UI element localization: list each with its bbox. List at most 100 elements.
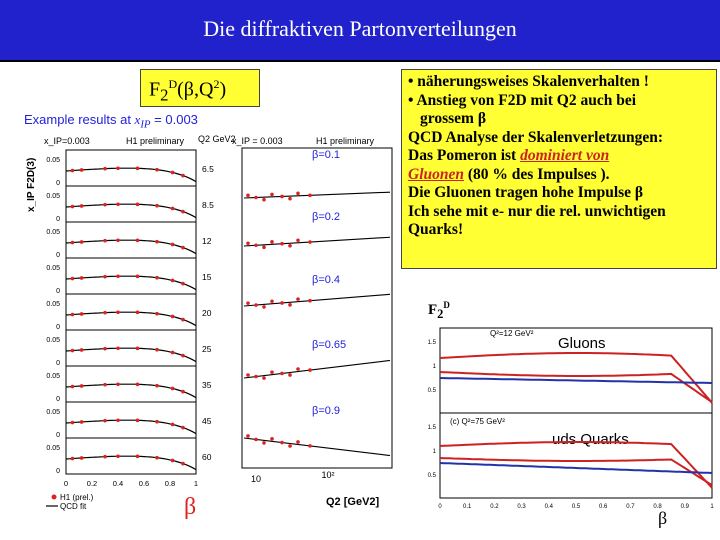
chart3-xtick-label: 0.3 [517, 504, 526, 510]
chart1-fit-curve [65, 167, 197, 183]
chart1-ytick-label: 0 [56, 360, 60, 367]
chart1-data-point [79, 384, 84, 388]
chart1-data-point [155, 239, 159, 244]
chart3-ytick-label: 1 [433, 364, 437, 370]
legend-marker-data [51, 494, 57, 500]
chart1-data-point [79, 312, 84, 316]
chart1-ytick-label: 0.05 [46, 265, 60, 272]
chart1-panel-q2-label: 45 [202, 416, 212, 426]
chart2-data-point [246, 301, 250, 305]
chart2-data-point [288, 373, 292, 377]
chart1-fit-curve [65, 383, 197, 399]
chart2-data-point [270, 370, 274, 374]
chart1-ylabel: x_IP F2D(3) [26, 158, 37, 212]
chart3-quark-curve-b [439, 462, 713, 474]
note-line: • Anstieg von F2D mit Q2 auch bei [408, 91, 637, 109]
chart1-data-point [116, 418, 120, 423]
chart1-data-point [70, 420, 75, 425]
chart1-data-point [135, 418, 140, 423]
chart1-fit-curve [65, 239, 197, 255]
chart1-panel-q2-label: 20 [202, 308, 212, 318]
chart2-series-label: β=0.65 [312, 339, 346, 351]
beta-symbol-left: β [184, 494, 197, 520]
chart2-frame [241, 147, 393, 469]
chart3-xtick-label: 0 [438, 504, 442, 510]
chart1-data-point [135, 274, 140, 279]
chart1-ytick-label: 0.05 [46, 301, 60, 308]
chart1-data-point [116, 454, 120, 459]
chart2-data-point [288, 444, 292, 448]
f2d-label: F2D [428, 300, 450, 321]
f2-formula: F2D(β,Q2) [149, 77, 227, 105]
chart2-data-point [288, 303, 292, 307]
slide-title: Die diffraktiven Partonverteilungen [203, 16, 517, 41]
chart1-data-point [103, 274, 107, 279]
chart1-data-point [135, 382, 140, 387]
chart1-ytick-label: 0 [56, 252, 60, 259]
chart3-ytick-label: 1.5 [428, 425, 437, 431]
chart1-data-point [116, 202, 120, 207]
chart3-panel-b-label: (c) Q²=75 GeV² [450, 417, 505, 426]
chart-parton-distributions: Q²=12 GeV² (c) Q²=75 GeV² Gluons uds Qua… [428, 327, 714, 510]
chart1-data-point [181, 353, 185, 358]
chart2-data-point [262, 305, 266, 309]
chart1-data-point [116, 274, 120, 279]
chart1-data-point [135, 238, 140, 243]
chart2-series-label: β=0.2 [312, 211, 340, 223]
chart1-panel [65, 437, 197, 475]
chart3-xtick-label: 0.8 [653, 504, 662, 510]
note-line: Das Pomeron ist dominiert von [408, 147, 610, 164]
chart1-data-point [79, 240, 84, 244]
chart1-xtick-label: 0.8 [165, 479, 175, 488]
chart1-data-point [103, 166, 107, 171]
chart1-data-point [181, 317, 185, 322]
chart2-fit-line [243, 293, 391, 307]
chart2-data-point [308, 368, 312, 372]
chart1-data-point [155, 275, 159, 280]
chart1-data-point [116, 238, 120, 243]
chart1-panel-q2-label: 35 [202, 380, 212, 390]
chart1-ytick-label: 0 [56, 324, 60, 331]
chart1-data-point [79, 456, 84, 460]
chart2-data-point [246, 241, 250, 246]
chart1-panel-q2-label: 60 [202, 452, 212, 462]
chart1-data-point [79, 276, 84, 280]
chart1-ytick-label: 0 [56, 288, 60, 295]
chart1-data-point [103, 346, 107, 351]
chart2-xtick-label: 10² [321, 470, 334, 480]
chart3-ytick-label: 1.5 [428, 340, 437, 346]
chart1-xtick-label: 0.2 [87, 479, 97, 488]
chart3-gluon-curve-a [439, 352, 713, 404]
chart1-data-point [79, 348, 84, 352]
chart1-xtick-label: 0 [64, 479, 68, 488]
beta-symbol-right: β [658, 508, 668, 528]
chart2-data-point [280, 440, 284, 445]
chart2-data-point [296, 238, 300, 243]
chart1-fit-curve [65, 203, 197, 219]
chart2-title: H1 preliminary [316, 136, 375, 146]
chart2-xtick-label: 10 [251, 474, 261, 484]
chart2-data-point [262, 376, 266, 380]
chart3-series-label-quarks: uds Quarks [552, 431, 629, 448]
f2-formula-box: F2D(β,Q2) [140, 69, 260, 107]
chart3-panel-a-label: Q²=12 GeV² [490, 329, 534, 338]
chart1-data-point [155, 347, 159, 352]
chart1-data-point [135, 454, 140, 459]
chart1-xtick-label: 0.4 [113, 479, 123, 488]
chart2-data-point [270, 240, 274, 244]
chart3-xtick-label: 0.6 [599, 504, 608, 510]
chart2-data-point [288, 243, 292, 248]
chart1-data-point [170, 170, 175, 175]
chart1-ytick-label: 0.05 [46, 409, 60, 416]
note-line: Ich sehe mit e- nur die rel. unwichtigen [408, 202, 666, 220]
chart2-series-label: β=0.4 [312, 274, 340, 286]
chart2-data-point [246, 434, 250, 438]
chart1-data-point [181, 461, 185, 466]
chart3-series-label-gluons: Gluons [558, 335, 606, 352]
chart1-legend: H1 (prel.) QCD fit [46, 493, 94, 511]
chart2-data-point [280, 301, 284, 305]
chart1-data-point [103, 202, 107, 207]
chart1-data-point [103, 454, 107, 459]
note-line: grossem β [420, 110, 486, 127]
chart1-data-point [103, 238, 107, 243]
